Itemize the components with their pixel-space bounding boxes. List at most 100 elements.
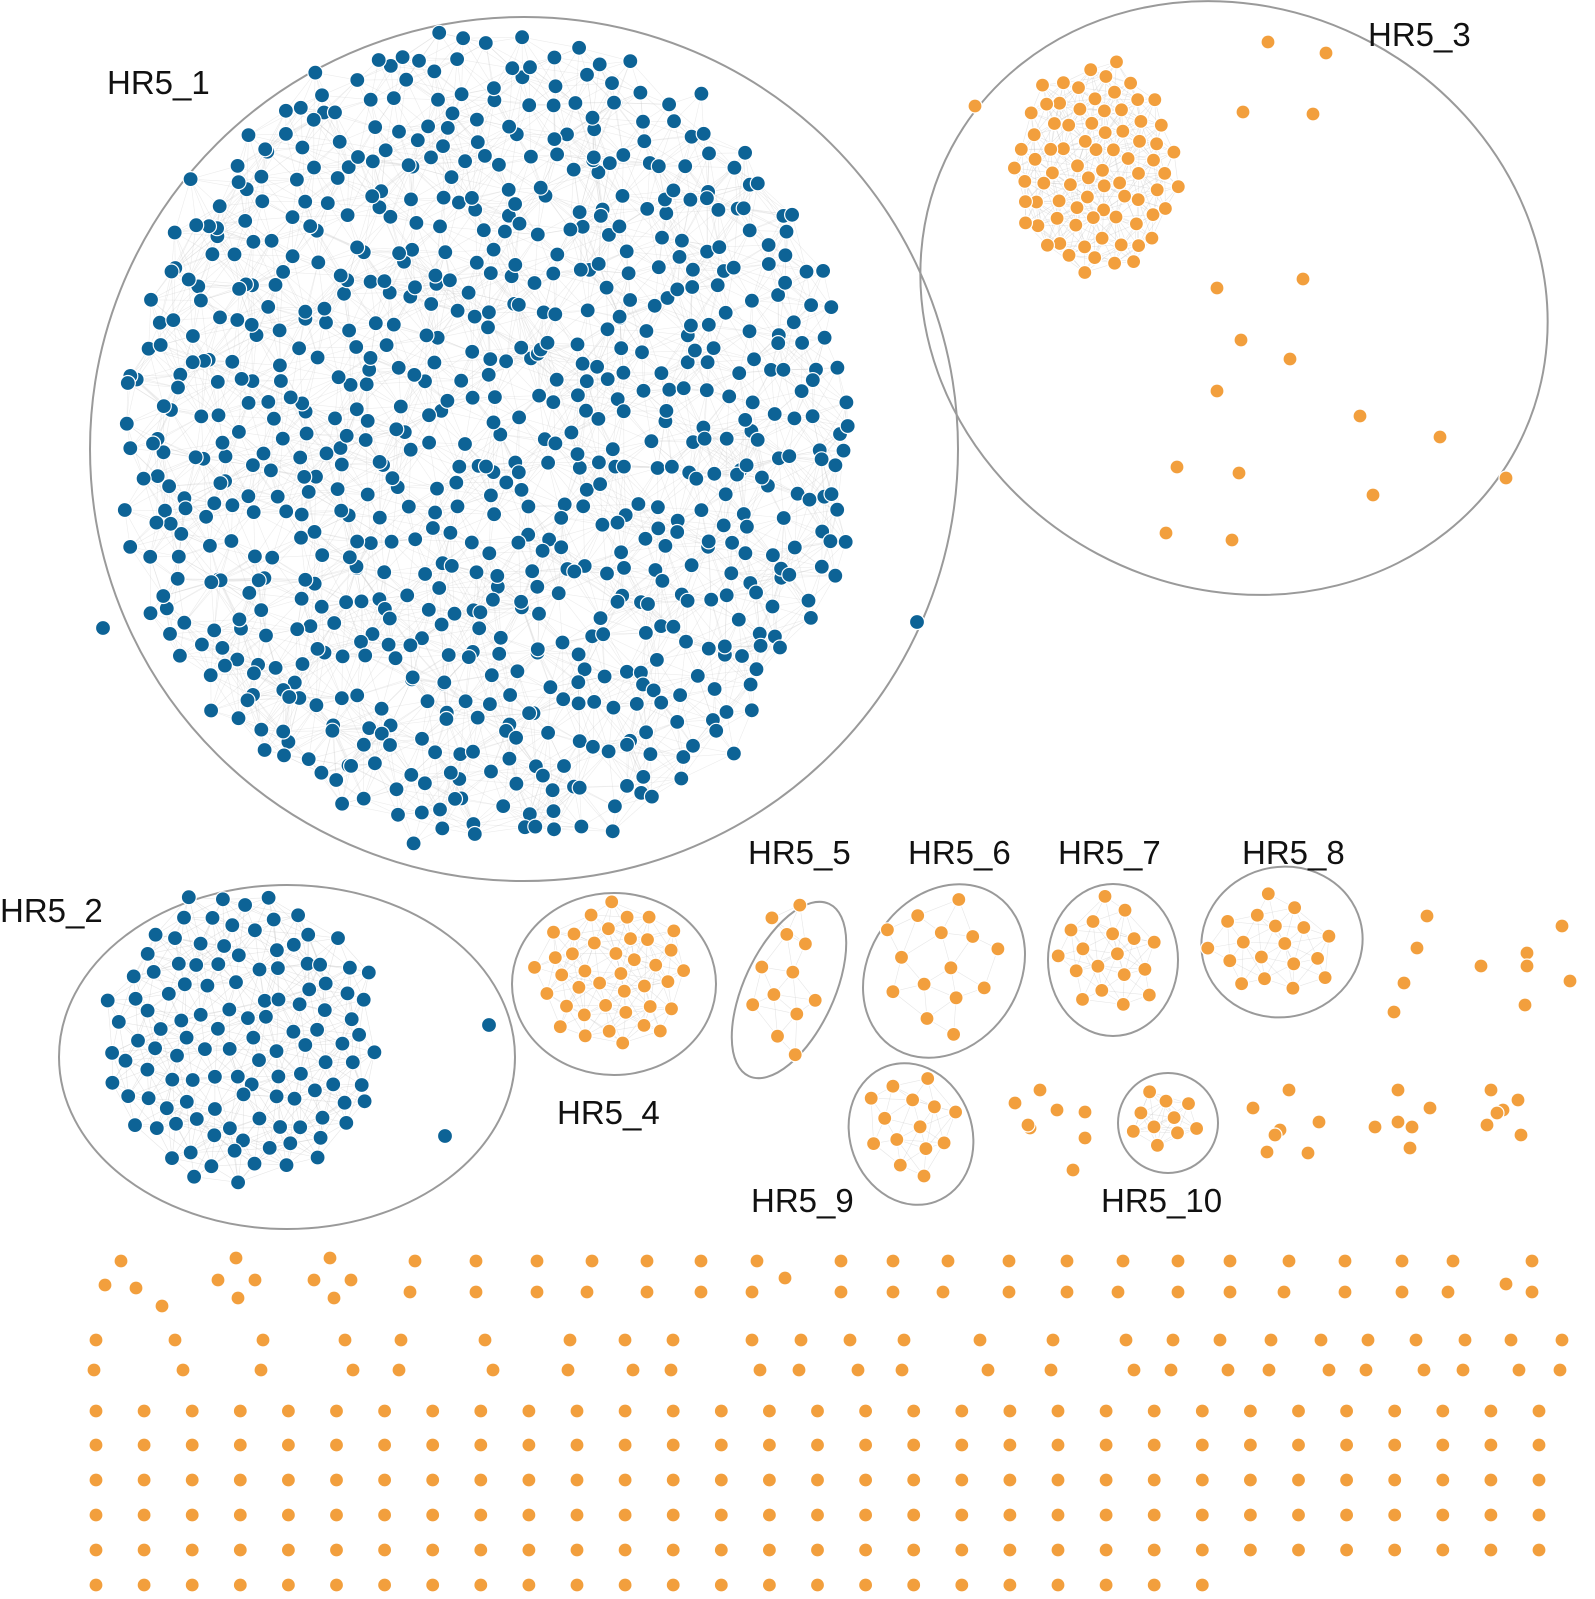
node-hr5-1 (319, 195, 336, 212)
node-hr5-2 (139, 1061, 156, 1078)
node-hr5-3 (1115, 123, 1131, 139)
node-hr5-1 (390, 359, 407, 376)
node-hr5-1 (611, 218, 628, 235)
node-isolated (1242, 1542, 1259, 1558)
node-hr5-1 (449, 302, 466, 319)
node-hr5-3 (1145, 207, 1161, 223)
node-hr5-1 (433, 616, 450, 633)
node-hr5-1 (326, 410, 344, 427)
node-hr5-1 (481, 695, 498, 713)
node-pair (529, 1253, 545, 1269)
node-pair (980, 1362, 996, 1378)
node-hr5-1 (413, 730, 431, 747)
node-hr5-1 (658, 205, 675, 222)
cluster-labels: HR5_1 HR5_3 HR5_2 HR5_4 HR5_5 HR5_6 HR5_… (0, 16, 1471, 1219)
node-hr5-2 (278, 1156, 295, 1174)
node-isolated (569, 1437, 585, 1453)
node-hr5-1 (816, 329, 833, 346)
node-hr5-1 (155, 444, 172, 461)
node-hr5-1 (684, 737, 702, 754)
node-hr5-1 (649, 459, 666, 477)
node-small-component (1510, 1092, 1526, 1108)
node-isolated (954, 1437, 970, 1453)
node-hr5-10 (1169, 1125, 1186, 1141)
node-hr5-2 (325, 1076, 342, 1093)
node-hr5-1 (490, 156, 507, 173)
node-pair (1457, 1332, 1473, 1348)
node-hr5-3 (1096, 103, 1113, 119)
node-pair (1261, 1362, 1277, 1378)
node-isolated (136, 1403, 152, 1419)
node-pair (468, 1284, 484, 1300)
node-hr5-7 (1050, 948, 1066, 964)
node-hr5-2 (285, 936, 302, 953)
node-hr5-3 (1017, 173, 1033, 189)
node-hr5-5 (766, 986, 782, 1003)
node-hr5-4 (554, 967, 570, 983)
node-isolated (1050, 1542, 1066, 1558)
node-hr5-1 (163, 263, 180, 280)
node-hr5-1 (442, 764, 459, 781)
node-hr5-1 (240, 127, 257, 144)
node-small-component (1554, 918, 1570, 934)
node-hr5-2 (316, 1001, 333, 1019)
node-isolated (1290, 1437, 1307, 1453)
node-hr5-1 (254, 193, 271, 210)
node-hr5-3 (1148, 136, 1165, 152)
node-hr5-1 (684, 261, 702, 278)
node-hr5-1 (699, 354, 716, 371)
node-hr5-3 (1122, 75, 1139, 91)
node-hr5-1 (574, 355, 591, 372)
node-hr5-1 (741, 222, 758, 239)
node-hr5-1 (230, 174, 247, 191)
node-hr5-2 (221, 1040, 238, 1058)
node-hr5-3 (1166, 144, 1182, 160)
node-hr5-1 (460, 648, 477, 666)
node-hr5-1 (671, 686, 689, 704)
node-hr5-1 (176, 614, 193, 631)
node-hr5-1 (284, 248, 301, 265)
node-hr5-1 (598, 565, 616, 582)
node-hr5-1 (665, 182, 682, 199)
node-hr5-1 (530, 387, 548, 404)
node-hr5-1 (618, 243, 635, 260)
node-hr5-1 (546, 49, 563, 66)
node-hr5-1 (431, 218, 449, 235)
node-hr5-1 (286, 674, 303, 691)
node-hr5-1 (673, 770, 690, 787)
node-hr5-1 (599, 371, 616, 388)
node-hr5-2 (117, 1052, 134, 1069)
node-hr5-10 (1125, 1123, 1141, 1139)
node-isolated (1387, 1542, 1403, 1558)
node-hr5-1 (584, 109, 601, 126)
node-hr5-1 (723, 534, 741, 551)
node-hr5-1 (297, 193, 314, 210)
node-hr5-6 (910, 907, 926, 924)
node-hr5-6 (976, 980, 992, 996)
node-hr5-1 (618, 777, 636, 795)
node-hr5-1 (485, 79, 502, 97)
node-hr5-3 (1062, 177, 1079, 193)
node-hr5-5 (785, 964, 801, 980)
node-hr5-1 (313, 764, 330, 781)
node-hr5-2 (309, 1149, 326, 1166)
node-hr5-3 (1038, 96, 1055, 112)
outline-hr5-7 (1047, 883, 1179, 1037)
node-hr5-3-outlier (1352, 408, 1368, 424)
node-hr5-2 (160, 985, 177, 1002)
node-hr5-1 (272, 372, 289, 390)
node-hr5-1 (723, 565, 740, 582)
node-hr5-9 (863, 1090, 879, 1106)
node-hr5-1 (373, 725, 390, 742)
node-hr5-1 (766, 405, 783, 423)
node-hr5-4 (601, 1023, 617, 1039)
node-hr5-1 (349, 533, 366, 550)
node-hr5-2 (152, 1020, 169, 1038)
node-hr5-1 (422, 149, 440, 166)
node-isolated (617, 1542, 633, 1558)
node-pair (391, 1362, 407, 1378)
node-pair (1110, 1284, 1126, 1300)
node-pair (584, 1253, 600, 1269)
node-hr5-1 (633, 344, 651, 361)
node-hr5-1 (377, 142, 394, 159)
